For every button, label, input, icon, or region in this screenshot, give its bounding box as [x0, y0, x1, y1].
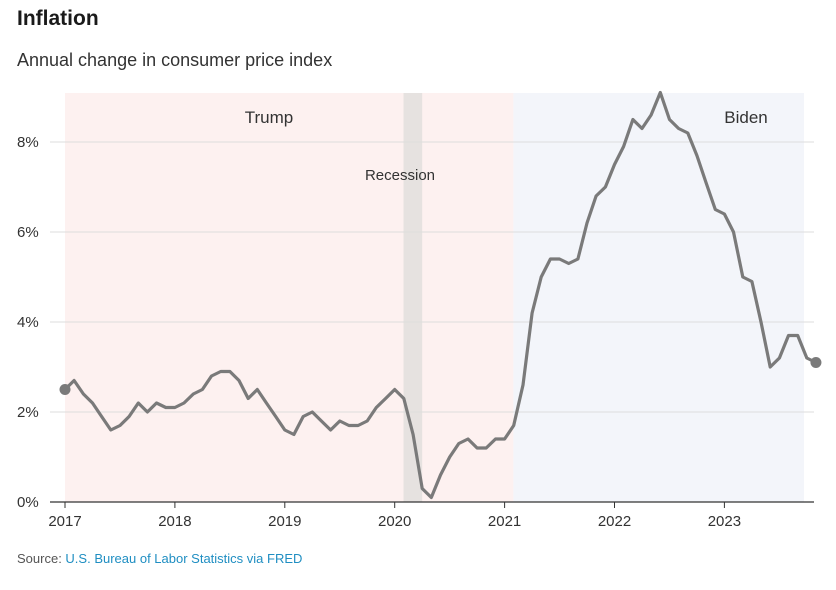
- y-tick-label: 8%: [17, 134, 39, 151]
- series-line: [63, 90, 818, 500]
- band-trump: [65, 93, 514, 502]
- x-tick-label: 2023: [708, 513, 741, 530]
- x-tick-label: 2020: [378, 513, 411, 530]
- series-end-marker: [810, 357, 822, 368]
- y-tick-label: 4%: [17, 314, 39, 331]
- y-tick-label: 2%: [17, 404, 39, 421]
- shaded-periods: [65, 93, 804, 502]
- period-label-trump: Trump: [245, 108, 294, 127]
- x-tick-label: 2021: [488, 513, 521, 530]
- band-biden: [513, 93, 804, 502]
- source-link[interactable]: U.S. Bureau of Labor Statistics via FRED: [65, 551, 303, 566]
- gridlines: [50, 141, 814, 413]
- band-recession: [403, 93, 423, 502]
- series-layer: [59, 90, 822, 500]
- series-start-marker: [59, 384, 71, 395]
- source-prefix: Source:: [17, 551, 66, 566]
- chart-title: Inflation: [17, 7, 99, 30]
- period-label-biden: Biden: [724, 108, 767, 127]
- x-tick-label: 2022: [598, 513, 631, 530]
- x-tick-label: 2017: [48, 513, 81, 530]
- axes: 0% 2% 4% 6% 8% 2017 2018 2019 2020 2021 2022 2023: [17, 134, 814, 530]
- x-tick-label: 2019: [268, 513, 301, 530]
- period-labels: Trump Recession Biden: [245, 108, 768, 184]
- y-tick-label: 6%: [17, 224, 39, 241]
- period-label-recession: Recession: [365, 167, 435, 184]
- y-tick-label: 0%: [17, 494, 39, 511]
- x-tick-label: 2018: [158, 513, 191, 530]
- chart-subtitle: Annual change in consumer price index: [17, 50, 333, 70]
- source-note: Source: U.S. Bureau of Labor Statistics …: [17, 551, 302, 566]
